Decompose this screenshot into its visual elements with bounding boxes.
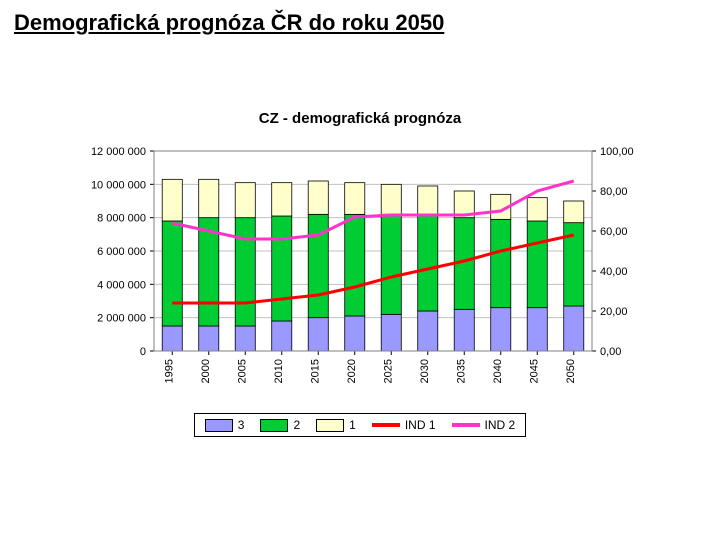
bar-segment [527,308,547,351]
x-tick-label: 2030 [419,359,431,383]
y-right-tick-label: 60,00 [600,226,628,238]
bar-segment [199,326,219,351]
legend-item: 2 [260,418,300,432]
legend-item: 3 [205,418,245,432]
legend-swatch [260,419,288,432]
bar-segment [308,318,328,351]
x-tick-label: 2000 [200,359,212,383]
x-tick-label: 2050 [565,359,577,383]
bar-segment [345,183,365,215]
page-title: Demografická prognóza ČR do roku 2050 [14,10,444,36]
bar-segment [381,314,401,351]
bar-segment [308,214,328,317]
x-tick-label: 1995 [163,359,175,383]
legend-swatch [205,419,233,432]
legend-label: 2 [293,418,300,432]
legend-label: 3 [238,418,245,432]
bar-segment [272,321,292,351]
bar-segment [527,198,547,221]
y-left-tick-label: 8 000 000 [97,213,146,225]
bar-segment [564,201,584,223]
legend-label: IND 1 [405,418,436,432]
y-left-tick-label: 12 000 000 [91,146,146,158]
bar-segment [162,326,182,351]
bar-segment [308,181,328,214]
x-tick-label: 2035 [455,359,467,383]
y-right-tick-label: 80,00 [600,186,628,198]
x-tick-label: 2040 [492,359,504,383]
bar-segment [381,214,401,314]
legend-item: IND 2 [452,418,516,432]
bar-segment [491,219,511,307]
bar-segment [454,309,474,351]
x-tick-label: 2045 [528,359,540,383]
bar-segment [235,183,255,218]
y-left-tick-label: 2 000 000 [97,313,146,325]
y-right-tick-label: 20,00 [600,306,628,318]
y-right-tick-label: 100,00 [600,146,634,158]
bar-segment [491,308,511,351]
bar-segment [199,179,219,217]
bar-segment [418,186,438,214]
legend-item: 1 [316,418,356,432]
chart-container: CZ - demografická prognóza 0 2 000 000 4 0… [80,110,640,437]
x-tick-label: 2005 [236,359,248,383]
bar-segment [527,221,547,308]
y-left-tick-label: 10 000 000 [91,179,146,191]
bar-segment [272,216,292,321]
legend-line [452,423,480,427]
bar-segment [381,184,401,214]
bar-segment [272,183,292,216]
y-left-tick-label: 6 000 000 [97,246,146,258]
bar-segment [345,214,365,316]
bar-segment [564,306,584,351]
x-tick-label: 2025 [382,359,394,383]
chart-legend: 3 2 1 IND 1 IND 2 [194,413,526,437]
x-tick-label: 2020 [346,359,358,383]
legend-line [372,423,400,427]
chart-title: CZ - demografická prognóza [80,110,640,127]
bar-segment [345,316,365,351]
bar-segment [235,326,255,351]
y-right-tick-label: 40,00 [600,266,628,278]
y-left-tick-label: 0 [140,346,146,358]
legend-label: IND 2 [485,418,516,432]
bar-segment [162,179,182,221]
bar-segment [418,311,438,351]
bar-segment [235,218,255,326]
legend-label: 1 [349,418,356,432]
y-right-tick-label: 0,00 [600,346,621,358]
y-left-tick-label: 4 000 000 [97,279,146,291]
chart-svg: 0 2 000 000 4 000 000 6 000 000 8 000 000 10 … [80,145,640,405]
legend-item: IND 1 [372,418,436,432]
bar-segment [162,221,182,326]
bar-segment [418,214,438,311]
legend-swatch [316,419,344,432]
x-tick-label: 2015 [309,359,321,383]
x-tick-label: 2010 [273,359,285,383]
